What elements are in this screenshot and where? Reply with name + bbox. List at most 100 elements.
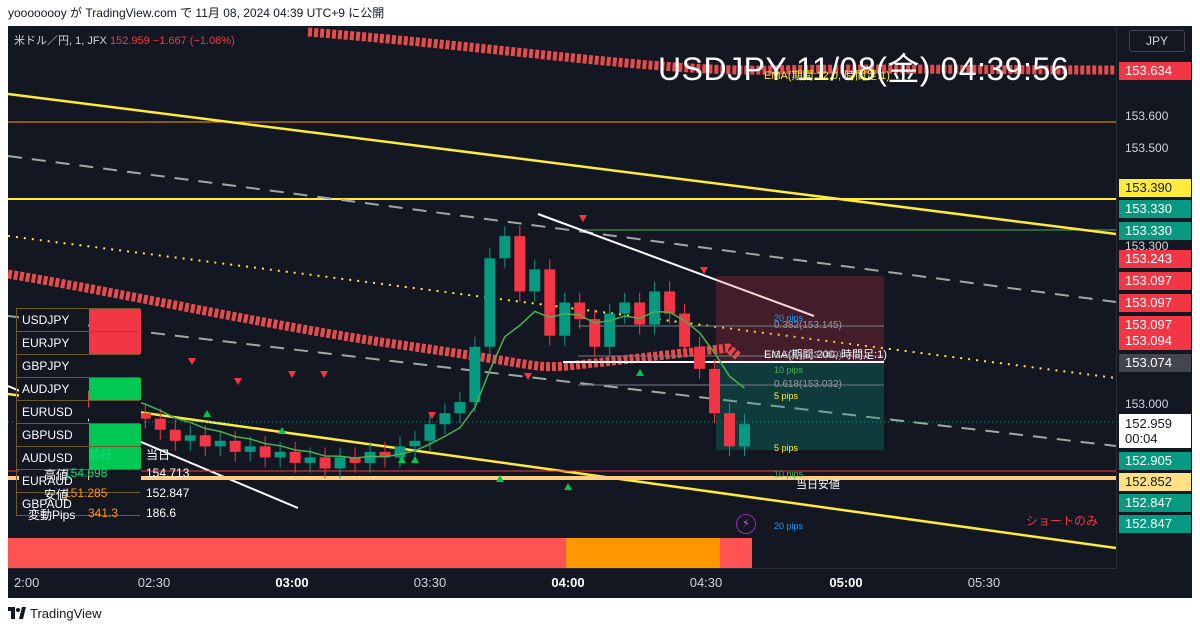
price-tag: 153.634	[1119, 62, 1191, 80]
candle-body	[649, 291, 661, 325]
ema-12-line	[25, 310, 745, 459]
strength-cell	[89, 309, 141, 331]
fib-382-label: 0.382(153.145)	[774, 320, 842, 331]
candle-body	[409, 440, 421, 447]
strength-row: EURJPY	[16, 332, 141, 355]
candle-body	[529, 269, 541, 292]
lightning-icon[interactable]: ⚡	[736, 514, 756, 534]
time-axis-label: 02:30	[137, 575, 171, 590]
strength-pair: GBPJPY	[19, 355, 88, 377]
price-chart[interactable]	[8, 26, 1116, 568]
pips-label: 10 pips	[774, 469, 804, 479]
time-axis[interactable]: 2:00 02:30 03:00 03:30 04:00 04:30 05:00 05:30	[8, 568, 1116, 598]
sell-marker	[188, 358, 196, 365]
candle-body	[289, 451, 301, 463]
summary-high-today: 154.713	[146, 466, 190, 480]
strength-cell	[89, 332, 141, 354]
price-tag: 153.074	[1119, 354, 1191, 372]
channel-line-upper	[8, 92, 1116, 236]
currency-strength-table: USDJPY EURJPY GBPJPY AUDJPY EURUSD GBPUSD AUDU…	[16, 308, 141, 516]
trendline-white-upper	[537, 213, 815, 317]
price-tag-value: 152.852	[1125, 474, 1172, 489]
short-only-label: ショートのみ	[1026, 514, 1099, 528]
strength-row: GBPUSD	[16, 424, 141, 447]
summary-low-prev: 151.285	[64, 486, 108, 500]
price-tag-value: 152.905	[1125, 453, 1172, 468]
candle-body	[469, 346, 481, 403]
footer-text: TradingView	[30, 606, 102, 621]
strength-cell	[89, 447, 141, 469]
candle-body	[439, 413, 451, 425]
currency-button[interactable]: JPY	[1129, 30, 1185, 52]
summary-high-label: 高値	[44, 468, 69, 482]
price-axis-label: 153.000	[1125, 397, 1169, 411]
price-tag: 153.330	[1119, 200, 1191, 218]
sell-marker	[288, 371, 296, 378]
time-axis-label: 05:30	[967, 575, 1001, 590]
price-tag: 152.905	[1119, 452, 1191, 470]
summary-range-label: 変動Pips	[28, 508, 76, 522]
strength-cell	[89, 378, 141, 400]
summary-header-today: 当日	[146, 448, 171, 462]
signal-bar-red-right	[720, 538, 752, 568]
strength-cell	[89, 424, 141, 446]
candle-body	[574, 302, 586, 320]
price-tag: 152.847	[1119, 494, 1191, 512]
candle-body	[724, 413, 736, 447]
price-tag-value: 152.847	[1125, 495, 1172, 510]
strength-pair: GBPAUD	[19, 493, 88, 515]
price-tag-countdown: 00:04	[1125, 431, 1158, 446]
strength-row: GBPJPY	[16, 355, 141, 378]
sell-marker	[700, 267, 708, 274]
chart-watermark-title: USDJPY 11/08(金) 04:39:56	[658, 51, 1070, 87]
strength-pair: GBPUSD	[19, 424, 88, 446]
strength-pair: AUDUSD	[19, 447, 88, 469]
sell-marker	[320, 371, 328, 378]
candle-body	[604, 313, 616, 347]
ema-200-band-top	[307, 27, 1116, 75]
candle-body	[139, 413, 151, 419]
candle-body	[544, 269, 556, 336]
price-tag: 153.097	[1119, 294, 1191, 312]
strength-cell	[89, 470, 141, 492]
ema-200-band-main	[8, 269, 741, 372]
strength-pair: AUDJPY	[19, 378, 88, 400]
time-axis-label: 03:00	[275, 575, 309, 590]
price-tag: 153.097	[1119, 272, 1191, 290]
buy-marker	[564, 483, 572, 490]
candle-body	[154, 418, 166, 430]
candle-body	[679, 313, 691, 347]
sell-marker	[579, 215, 587, 222]
price-tag-value: 153.330	[1125, 223, 1172, 238]
strength-pair: EURJPY	[19, 332, 88, 354]
strength-row: AUDJPY	[16, 378, 141, 401]
fib-500-label: 0.500(153.089)	[774, 350, 842, 361]
tradingview-footer[interactable]: TradingView	[8, 606, 102, 626]
candle-body	[739, 424, 750, 447]
chart-panel[interactable]: 米ドル／円, 1, JFX 152.959 −1.667 (−1.08%) US…	[8, 26, 1192, 598]
price-axis[interactable]: JPY 153.600 153.500 153.300 153.000 153.634 1…	[1116, 26, 1192, 568]
candle-body	[334, 457, 346, 469]
buy-marker	[398, 456, 406, 463]
buy-marker	[278, 427, 286, 434]
buy-marker	[203, 410, 211, 417]
price-tag-value: 153.634	[1125, 63, 1172, 78]
candle-body	[229, 440, 241, 452]
symbol-legend[interactable]: 米ドル／円, 1, JFX 152.959 −1.667 (−1.08%)	[14, 32, 235, 48]
price-tag-value: 152.959	[1125, 416, 1172, 431]
candle-body	[274, 451, 286, 458]
strength-cell	[89, 401, 141, 423]
price-tag: 152.847	[1119, 515, 1191, 533]
price-tag: 153.097	[1119, 316, 1191, 334]
summary-low-label: 安値	[44, 488, 69, 502]
candle-body	[484, 258, 496, 347]
candle-body	[394, 446, 406, 458]
tradingview-logo-icon	[8, 607, 26, 619]
ema-12-label: EMA(期間:12.0, 時間足:1)	[764, 70, 890, 82]
plot-area[interactable]: 米ドル／円, 1, JFX 152.959 −1.667 (−1.08%) US…	[8, 26, 1116, 568]
time-axis-label: 05:00	[829, 575, 863, 590]
strength-row: EURUSD	[16, 401, 141, 424]
buy-marker	[411, 456, 419, 463]
channel-line-dashed-2	[8, 315, 1116, 447]
sell-marker	[428, 412, 436, 419]
